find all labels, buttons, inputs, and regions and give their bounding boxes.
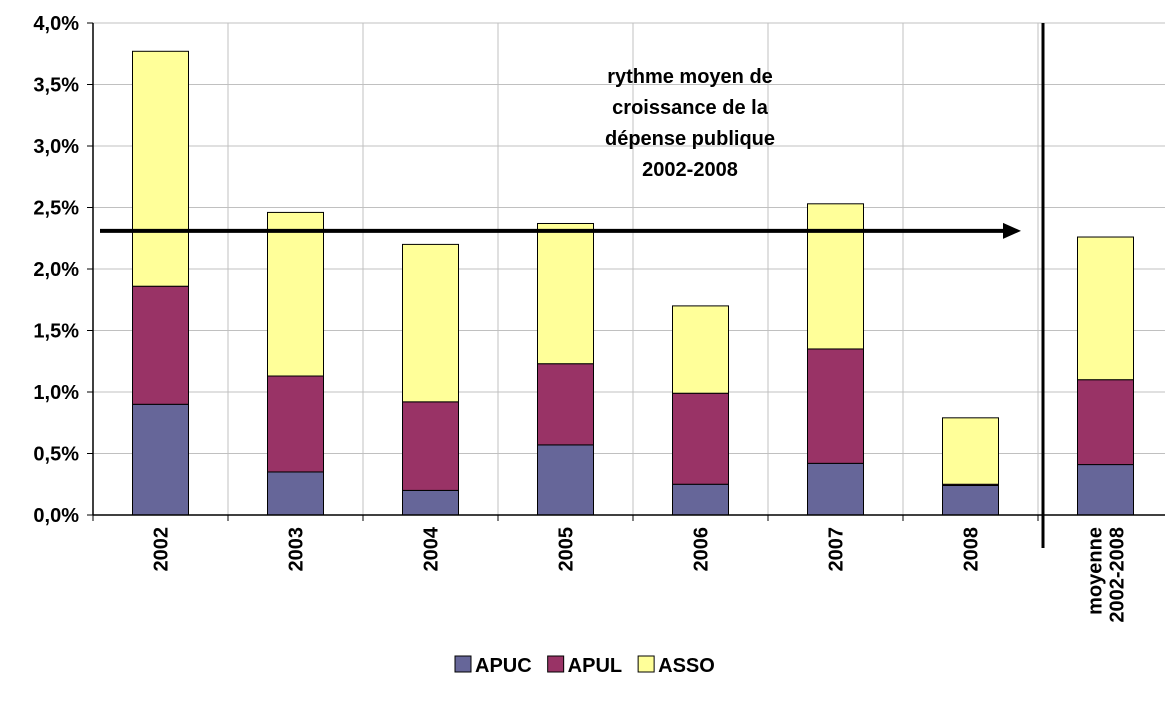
bar-segment — [537, 444, 594, 516]
bar-segment — [1077, 236, 1134, 381]
annotation-text: 2002-2008 — [642, 159, 738, 181]
bar-segment — [1077, 464, 1134, 516]
legend-swatch — [454, 655, 472, 673]
y-tick-label: 3,5% — [33, 75, 79, 97]
annotation-text: dépense publique — [605, 128, 775, 150]
bar-segment — [402, 489, 459, 516]
legend-swatch — [637, 655, 655, 673]
x-tick-label: 2006 — [691, 527, 713, 572]
bar-segment — [807, 203, 864, 350]
x-tick-label-line: moyenne — [1085, 527, 1107, 615]
legend-label: APUC — [475, 655, 532, 677]
y-tick-label: 1,5% — [33, 321, 79, 343]
annotation-text: rythme moyen de — [607, 66, 773, 88]
y-tick-label: 1,0% — [33, 382, 79, 404]
y-tick-label: 2,5% — [33, 198, 79, 220]
bar-segment — [132, 50, 189, 287]
x-tick-label-line: 2002-2008 — [1107, 527, 1129, 623]
bar-segment — [1077, 379, 1134, 466]
x-tick-label: 2008 — [961, 527, 983, 572]
legend-label: APUL — [568, 655, 622, 677]
bar-segment — [672, 483, 729, 516]
y-tick-label: 3,0% — [33, 136, 79, 158]
y-tick-label: 4,0% — [33, 13, 79, 35]
bar-segment — [402, 243, 459, 403]
legend-label: ASSO — [658, 655, 715, 677]
bar-segment — [537, 222, 594, 365]
x-tick-label: 2004 — [421, 526, 443, 571]
bar-segment — [537, 363, 594, 446]
bar-segment — [942, 417, 999, 485]
x-tick-label: 2007 — [826, 527, 848, 572]
bar-segment — [807, 348, 864, 464]
bar-segment — [132, 285, 189, 405]
y-tick-label: 2,0% — [33, 259, 79, 281]
bar-segment — [267, 471, 324, 516]
bar-segment — [807, 462, 864, 516]
x-tick-label: 2002 — [151, 527, 173, 572]
arrow-head — [1003, 222, 1021, 239]
x-tick-label: moyenne2002-2008 — [1085, 527, 1129, 623]
bar-segment — [942, 484, 999, 516]
legend-swatch — [547, 655, 565, 673]
bar-segment — [132, 403, 189, 516]
bar-segment — [672, 305, 729, 394]
bar-segment — [672, 392, 729, 485]
bar-segment — [267, 211, 324, 377]
x-tick-label: 2003 — [286, 527, 308, 572]
y-tick-label: 0,0% — [33, 505, 79, 527]
bar-segment — [402, 401, 459, 491]
y-tick-label: 0,5% — [33, 444, 79, 466]
bar-segment — [267, 375, 324, 473]
annotation-text: croissance de la — [612, 97, 769, 119]
x-tick-label: 2005 — [556, 527, 578, 572]
